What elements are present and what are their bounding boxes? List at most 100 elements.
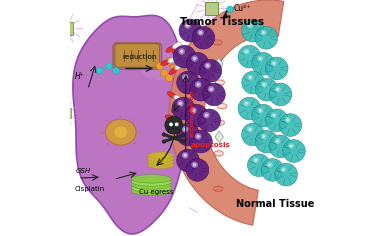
Ellipse shape [139, 52, 182, 80]
Circle shape [197, 83, 200, 86]
Text: Cisplatin: Cisplatin [75, 186, 105, 192]
Circle shape [175, 122, 179, 126]
Ellipse shape [169, 67, 177, 75]
Circle shape [162, 132, 166, 137]
Circle shape [170, 65, 177, 72]
Circle shape [165, 116, 183, 134]
Ellipse shape [168, 57, 177, 63]
Circle shape [203, 112, 210, 118]
Ellipse shape [168, 128, 180, 134]
Circle shape [262, 31, 265, 34]
Circle shape [262, 83, 265, 86]
Ellipse shape [114, 126, 128, 139]
Circle shape [205, 114, 208, 117]
Circle shape [252, 104, 274, 127]
Circle shape [288, 143, 294, 149]
Circle shape [204, 62, 211, 69]
Circle shape [269, 83, 292, 106]
Circle shape [275, 163, 297, 186]
Circle shape [257, 55, 263, 62]
Circle shape [185, 104, 208, 127]
Circle shape [242, 71, 264, 94]
Circle shape [259, 57, 262, 60]
Circle shape [261, 81, 267, 88]
Circle shape [249, 76, 252, 79]
Circle shape [183, 154, 187, 157]
Circle shape [238, 45, 261, 68]
Circle shape [247, 74, 253, 80]
Circle shape [261, 30, 267, 36]
Text: H⁺: H⁺ [74, 72, 84, 81]
Circle shape [276, 140, 279, 143]
Circle shape [257, 107, 263, 114]
Circle shape [247, 22, 253, 29]
Ellipse shape [165, 115, 175, 120]
Ellipse shape [131, 184, 171, 192]
Ellipse shape [131, 175, 171, 183]
Circle shape [268, 163, 271, 166]
Circle shape [206, 64, 209, 67]
Ellipse shape [166, 46, 175, 52]
Circle shape [273, 114, 275, 117]
Text: Tumor Tissues: Tumor Tissues [180, 17, 264, 27]
Circle shape [247, 154, 270, 177]
Text: Cu²⁺: Cu²⁺ [233, 4, 251, 13]
Text: accumulation: accumulation [190, 90, 195, 137]
Circle shape [180, 50, 183, 53]
Circle shape [177, 149, 199, 172]
Circle shape [191, 161, 198, 168]
Circle shape [190, 107, 197, 114]
Circle shape [179, 19, 202, 42]
Circle shape [190, 78, 212, 101]
Circle shape [279, 114, 302, 136]
Circle shape [165, 74, 173, 82]
Circle shape [177, 71, 199, 94]
Polygon shape [214, 58, 223, 70]
Circle shape [271, 60, 277, 66]
Ellipse shape [131, 181, 171, 189]
Polygon shape [215, 131, 223, 143]
Ellipse shape [148, 162, 174, 169]
Circle shape [182, 74, 188, 81]
Circle shape [253, 157, 259, 163]
Circle shape [261, 159, 284, 181]
Ellipse shape [174, 95, 183, 102]
Circle shape [192, 26, 215, 49]
Circle shape [165, 58, 173, 65]
Ellipse shape [105, 119, 136, 145]
Polygon shape [205, 2, 218, 15]
FancyBboxPatch shape [115, 44, 160, 67]
Circle shape [192, 109, 195, 112]
Circle shape [161, 69, 168, 77]
Circle shape [193, 163, 196, 166]
Circle shape [282, 168, 285, 171]
Circle shape [113, 67, 119, 74]
Polygon shape [60, 22, 73, 35]
Polygon shape [169, 0, 284, 225]
Circle shape [261, 133, 267, 139]
Circle shape [280, 166, 287, 173]
Circle shape [255, 159, 258, 161]
Text: apoptosis: apoptosis [190, 142, 230, 148]
Circle shape [255, 26, 278, 49]
Circle shape [249, 24, 252, 27]
Circle shape [245, 50, 248, 53]
Circle shape [177, 123, 199, 146]
Ellipse shape [179, 53, 190, 58]
Ellipse shape [172, 51, 182, 56]
Circle shape [190, 130, 212, 153]
Circle shape [183, 76, 187, 79]
Ellipse shape [175, 62, 183, 70]
Ellipse shape [148, 155, 174, 162]
Circle shape [244, 100, 250, 106]
Circle shape [197, 29, 204, 36]
Circle shape [182, 139, 186, 144]
Circle shape [209, 88, 213, 91]
Circle shape [265, 109, 288, 132]
Circle shape [274, 86, 281, 92]
Circle shape [191, 55, 198, 62]
Ellipse shape [173, 116, 183, 121]
Circle shape [197, 135, 200, 138]
Text: GSH: GSH [76, 168, 91, 174]
Circle shape [156, 62, 164, 70]
